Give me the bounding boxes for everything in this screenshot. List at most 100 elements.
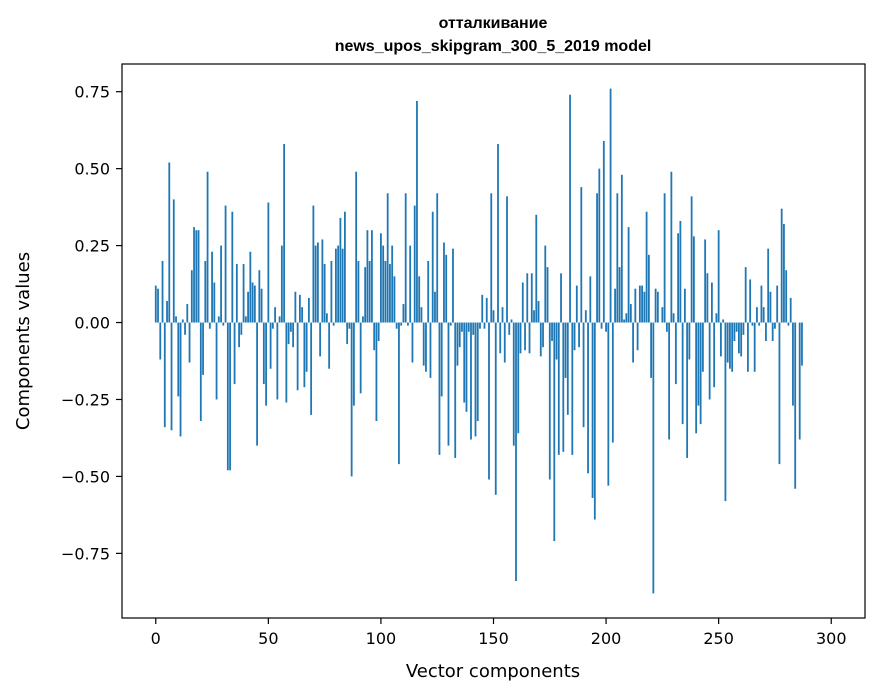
bar-258 [735, 322, 738, 332]
bar-7 [170, 322, 173, 431]
y-tick-label-5: 0.50 [74, 160, 110, 179]
bar-281 [787, 322, 790, 326]
bar-69 [310, 322, 313, 415]
bar-75 [323, 264, 326, 323]
bar-112 [407, 322, 409, 326]
y-tick-label-4: 0.25 [74, 237, 110, 256]
bar-82 [339, 217, 342, 323]
bar-134 [456, 322, 459, 366]
bar-9 [175, 316, 177, 323]
y-axis-label: Components values [13, 252, 34, 430]
chart-title: отталкивание [439, 15, 548, 32]
bar-190 [582, 322, 585, 428]
bar-145 [481, 294, 484, 323]
bar-41 [247, 291, 249, 323]
bar-140 [470, 322, 472, 440]
bar-180 [560, 273, 562, 323]
bar-125 [436, 193, 439, 323]
x-tick-label-100: 100 [366, 629, 397, 648]
bar-178 [555, 322, 558, 360]
bar-244 [704, 239, 707, 323]
bar-98 [375, 322, 378, 422]
bar-277 [778, 322, 781, 465]
bar-11 [179, 322, 182, 437]
bar-195 [593, 322, 596, 520]
bar-6 [168, 162, 171, 323]
bar-8 [172, 199, 175, 323]
x-tick-label-50: 50 [258, 629, 278, 648]
bar-25 [211, 251, 213, 323]
bar-222 [654, 288, 657, 323]
bar-64 [298, 294, 301, 323]
bar-225 [661, 307, 664, 323]
bar-144 [479, 322, 481, 329]
bar-152 [497, 144, 499, 323]
bar-118 [420, 307, 423, 323]
bar-83 [341, 248, 344, 323]
bar-167 [530, 273, 533, 323]
bar-42 [249, 251, 252, 323]
bar-55 [278, 316, 281, 323]
bar-149 [490, 193, 493, 323]
y-tick-label-2: −0.25 [61, 390, 110, 409]
bar-127 [440, 322, 443, 397]
bar-54 [276, 322, 279, 400]
bar-51 [269, 322, 272, 369]
bar-262 [744, 267, 747, 323]
bar-102 [384, 260, 387, 323]
bar-236 [686, 322, 689, 458]
bar-123 [431, 211, 434, 323]
bar-248 [713, 322, 716, 388]
bar-274 [771, 322, 774, 341]
bar-35 [233, 322, 236, 385]
bar-259 [738, 322, 740, 354]
bar-73 [319, 322, 322, 357]
bar-1 [157, 288, 159, 323]
bar-185 [571, 322, 574, 455]
bar-59 [287, 322, 290, 345]
bar-34 [231, 211, 234, 323]
bar-193 [589, 276, 592, 323]
bar-260 [740, 322, 743, 357]
bar-92 [362, 316, 364, 323]
bar-57 [283, 144, 286, 323]
bar-189 [580, 187, 583, 323]
bar-182 [564, 322, 567, 378]
bar-43 [251, 282, 254, 323]
bar-29 [220, 245, 222, 323]
bar-60 [289, 322, 292, 332]
bar-110 [402, 304, 405, 323]
bar-218 [645, 211, 648, 323]
x-tick-label-0: 0 [151, 629, 161, 648]
bar-169 [535, 214, 538, 323]
bar-175 [548, 322, 551, 480]
bar-173 [544, 245, 547, 323]
bar-256 [731, 322, 734, 372]
bar-68 [307, 297, 310, 323]
bar-204 [614, 288, 616, 323]
bar-159 [512, 322, 515, 446]
bar-239 [692, 236, 695, 323]
bar-219 [647, 254, 650, 323]
bar-52 [271, 322, 274, 329]
bar-0 [154, 285, 157, 323]
bar-160 [515, 322, 517, 582]
bar-36 [235, 264, 238, 323]
bar-16 [190, 270, 193, 323]
bar-97 [373, 322, 376, 351]
bar-220 [650, 322, 653, 378]
bar-62 [294, 291, 297, 323]
bar-238 [690, 196, 693, 323]
bar-273 [769, 291, 772, 323]
bar-192 [587, 322, 589, 474]
bar-249 [715, 313, 718, 323]
bar-153 [499, 322, 502, 354]
bar-196 [596, 193, 598, 323]
bar-79 [332, 322, 335, 326]
bar-132 [452, 248, 454, 323]
bar-56 [280, 245, 283, 323]
bar-63 [296, 322, 299, 391]
bar-147 [485, 297, 488, 323]
bar-176 [551, 322, 553, 341]
bar-245 [706, 273, 709, 323]
